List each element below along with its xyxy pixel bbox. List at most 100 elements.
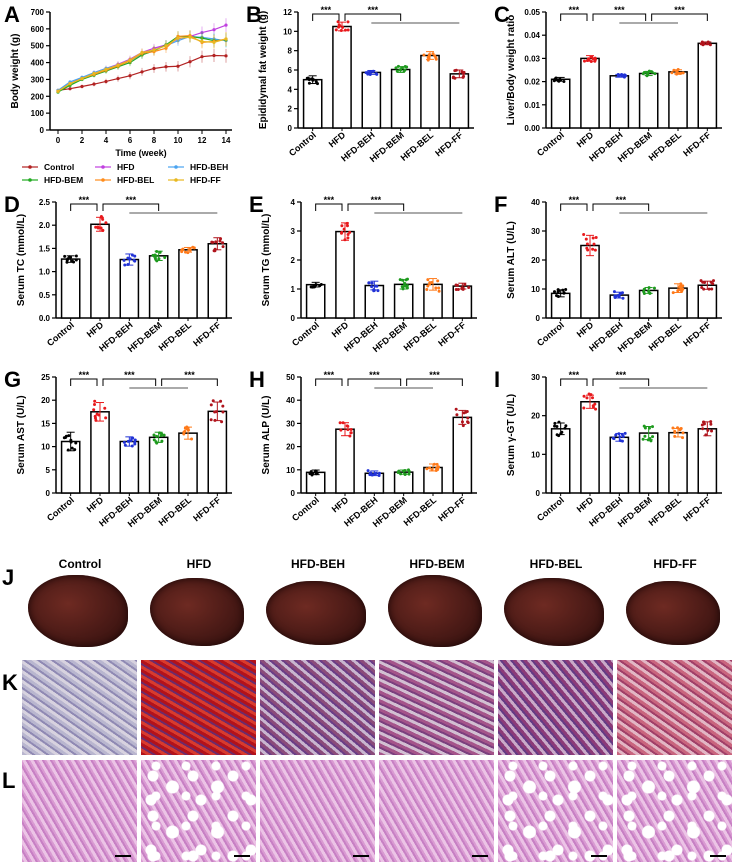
data-point (553, 424, 557, 428)
legend-marker (28, 165, 32, 169)
chart-d: D 0.0 0.5 1.0 1.5 2.0 2.5 Serum TC (mmol/L) Cont… (0, 190, 247, 380)
chart-svg: 0 100 200 300 400 500 600 700 Body weight (g) 0 2 4… (10, 8, 232, 185)
y-tick-label: 6 (288, 66, 293, 75)
y-tick-label: 10 (531, 450, 540, 459)
data-point (188, 35, 192, 39)
y-tick-label: 1 (291, 285, 296, 294)
data-point (400, 285, 404, 289)
bar-hfd-bem (393, 471, 414, 494)
data-point (377, 471, 381, 475)
x-tick-label: HFD-FF (436, 320, 468, 349)
data-point (116, 76, 120, 81)
data-point (309, 470, 313, 474)
y-tick-label: 0.01 (524, 101, 540, 110)
significance-label: *** (324, 370, 335, 380)
significance-label: *** (79, 195, 90, 205)
legend-marker (101, 165, 105, 169)
data-point (103, 406, 107, 410)
data-point (591, 236, 595, 240)
data-point (152, 66, 156, 71)
bar-control (550, 78, 571, 129)
significance-label: *** (321, 5, 332, 15)
y-tick-label: 10 (41, 443, 50, 452)
data-point (130, 436, 134, 440)
data-point (93, 403, 97, 407)
panel-label-k: K (2, 670, 18, 695)
y-tick-label: 3 (291, 227, 296, 236)
x-tick-label: 12 (198, 136, 207, 145)
bar-hfd-ff (207, 410, 228, 494)
y-tick-label: 0.0 (39, 314, 51, 323)
chart-svg: 0 10 20 30 40 Serum ALT (U/L) Control HFD HFD-BE… (506, 195, 722, 354)
x-tick-label: HFD (85, 495, 106, 515)
y-tick-label: 10 (286, 466, 295, 475)
bar-hfd (335, 230, 355, 319)
data-point (396, 470, 400, 474)
y-axis-label: Epididymal fat weight (g) (258, 11, 269, 129)
y-tick-label: 5 (46, 466, 51, 475)
data-point (214, 240, 218, 244)
data-point (221, 241, 225, 245)
legend-label: HFD-BEL (117, 175, 154, 185)
data-point (338, 24, 342, 28)
data-point (306, 76, 310, 80)
y-tick-label: 0 (46, 489, 51, 498)
data-point (104, 79, 108, 84)
bar-hfd-bem (638, 72, 659, 129)
data-point (218, 239, 222, 243)
data-point (653, 72, 657, 76)
data-point (94, 225, 98, 229)
data-point (366, 469, 370, 473)
data-point (368, 70, 372, 74)
y-tick-label: 500 (31, 42, 45, 51)
legend-marker (174, 165, 178, 169)
significance-bracket (161, 378, 218, 386)
x-tick-label: HFD-FF (681, 130, 713, 159)
x-tick-label: 10 (174, 136, 183, 145)
data-point (133, 442, 137, 446)
x-tick-label: Control (287, 130, 318, 158)
data-point (180, 250, 184, 254)
scale-bar (591, 855, 607, 857)
data-point (104, 416, 108, 420)
bar-hfd-bel (420, 54, 440, 129)
data-point (425, 467, 429, 471)
data-point (681, 71, 685, 75)
scale-bar (115, 855, 131, 857)
data-point (402, 69, 406, 73)
data-point (104, 221, 108, 225)
data-point (406, 468, 410, 472)
chart-f: F 0 10 20 30 40 Serum ALT (U/L) Control HFD HFD-B… (490, 190, 737, 380)
data-point (93, 416, 97, 420)
data-point (678, 428, 682, 432)
y-tick-label: 10 (283, 27, 292, 36)
chart-i: I 0 10 20 30 Serum γ-GT (U/L) Control HFD HFD-BE… (490, 365, 737, 555)
data-point (212, 53, 216, 58)
data-point (164, 65, 168, 69)
y-tick-label: 0.03 (524, 54, 540, 63)
significance-bracket (592, 378, 650, 386)
chart-g: G 0 5 10 15 20 25 Serum AST (U/L) Control HFD HFD-… (0, 365, 247, 555)
data-point (462, 74, 466, 78)
chart-e: E 0 1 2 3 4 Serum TG (mmol/L) Control HFD HFD-BEH… (245, 190, 492, 380)
data-point (593, 402, 597, 406)
data-point (153, 253, 157, 257)
data-point (652, 286, 656, 290)
data-point (671, 291, 675, 295)
data-point (162, 433, 166, 437)
data-point (133, 438, 137, 442)
significance-label: *** (371, 195, 382, 205)
significance-label: *** (184, 370, 195, 380)
x-tick-label: 2 (80, 136, 85, 145)
data-point (699, 42, 703, 46)
bar-hfd-beh (364, 472, 385, 494)
y-axis-label: Serum ALP (U/L) (261, 396, 272, 475)
x-tick-label: HFD-BEL (402, 495, 439, 528)
data-point (212, 40, 216, 44)
x-tick-label: HFD-FF (433, 130, 465, 159)
panel-label-b: B (246, 2, 262, 27)
x-tick-label: HFD-FF (681, 320, 713, 349)
data-point (96, 225, 100, 229)
oil-red-o-stain-hfd-bem (379, 660, 494, 755)
significance-label: *** (124, 370, 135, 380)
